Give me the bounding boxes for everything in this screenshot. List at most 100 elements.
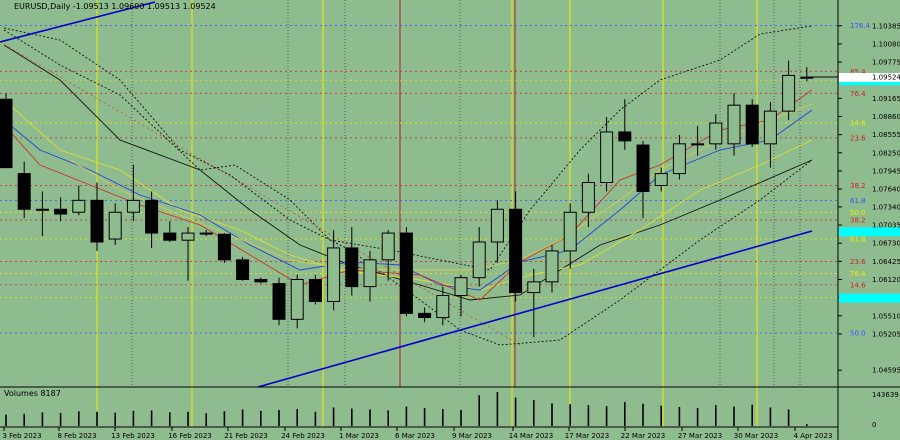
price-tick-label: 1.08250 <box>872 149 900 157</box>
trendlines <box>0 1 813 388</box>
fib-level-label: 38.2 <box>850 182 866 190</box>
bull-candle <box>709 122 723 145</box>
bear-candle <box>636 144 650 192</box>
time-tick-label: 1 Mar 2023 <box>339 432 379 440</box>
time-tick-label: 3 Feb 2023 <box>2 432 41 440</box>
bear-candle <box>618 131 632 142</box>
price-tick-label: 1.08555 <box>872 131 900 139</box>
bull-candle <box>691 143 705 146</box>
volume-bars: 143639 0 <box>5 391 899 429</box>
bull-candle <box>727 104 741 145</box>
bull-candle <box>782 74 796 112</box>
price-tick-label: 1.07035 <box>872 222 900 230</box>
bear-candle <box>509 208 523 294</box>
lower-band-line <box>3 27 813 346</box>
upper-trendline <box>0 1 156 43</box>
ma-light-yellow-line <box>69 103 813 271</box>
price-tick-label: 1.04595 <box>872 367 900 375</box>
chart-title: EURUSD,Daily -1.09513 1.09690 1.09513 1.… <box>14 2 216 11</box>
bear-candle <box>217 233 231 261</box>
price-tick-label: 1.09775 <box>872 59 900 67</box>
volume-label: Volumes 8187 <box>4 389 61 398</box>
price-tick-label: 1.07340 <box>872 203 900 211</box>
time-tick-label: 21 Feb 2023 <box>224 432 268 440</box>
price-tick-label: 1.06425 <box>872 258 900 266</box>
time-tick-label: 14 Mar 2023 <box>509 432 553 440</box>
bear-candle <box>272 283 286 320</box>
price-axis-ticks: 1.10385 1.10080 1.09775 1.09165 1.08860 1.085… <box>806 22 900 375</box>
indicator-lines <box>3 25 813 346</box>
fib-level-label: 23.6 <box>850 258 866 266</box>
price-tick-label: 1.10385 <box>872 22 900 30</box>
current-price-box <box>839 72 900 82</box>
bull-candle <box>126 199 140 213</box>
bear-candle <box>345 247 359 288</box>
fib-level-label: 76.4 <box>850 270 866 278</box>
bear-candle <box>254 278 268 283</box>
bull-candle <box>327 247 341 302</box>
bull-candle <box>436 295 450 319</box>
bull-candle <box>181 232 195 241</box>
bull-candle <box>35 208 49 211</box>
support-trendline <box>257 230 813 388</box>
candlestick-series <box>0 60 814 338</box>
current-price-label: 1.09524 <box>872 73 900 81</box>
price-tick-label: 1.06730 <box>872 240 900 248</box>
ma-yellow-line <box>3 99 813 291</box>
bear-candle <box>418 312 432 319</box>
price-highlight-box <box>839 293 900 303</box>
time-tick-label: 16 Feb 2023 <box>168 432 212 440</box>
fib-level-label: 14.6 <box>850 281 866 289</box>
time-tick-label: 8 Feb 2023 <box>57 432 96 440</box>
ma-black-line <box>3 44 813 301</box>
upper-band-line <box>3 25 813 271</box>
bull-candle <box>763 110 777 145</box>
bear-candle <box>745 104 759 145</box>
fib-level-label: 50.0 <box>850 209 866 217</box>
time-tick-label: 13 Feb 2023 <box>111 432 155 440</box>
fib-level-label: 50.0 <box>850 330 866 338</box>
bear-candle <box>0 98 13 169</box>
bear-candle <box>90 199 104 243</box>
bull-candle <box>527 281 541 294</box>
price-tick-label: 1.06120 <box>872 276 900 284</box>
fib-level-label: 85.4 <box>850 68 866 76</box>
price-tick-label: 1.08860 <box>872 113 900 121</box>
bear-candle <box>236 259 250 280</box>
fib-level-label: 61.8 <box>850 197 866 205</box>
bull-candle <box>654 173 668 186</box>
bull-candle <box>563 211 577 252</box>
price-tick-label: 1.10080 <box>872 40 900 48</box>
time-tick-label: 4 Apr 2023 <box>794 432 833 440</box>
time-tick-label: 6 Mar 2023 <box>395 432 435 440</box>
time-tick-label: 17 Mar 2023 <box>565 432 609 440</box>
bear-candle <box>308 278 322 302</box>
bear-candle <box>145 199 159 234</box>
fib-level-label: 176.4 <box>850 22 871 30</box>
time-tick-label: 27 Mar 2023 <box>678 432 722 440</box>
bull-candle <box>672 143 686 175</box>
price-tick-label: 1.09165 <box>872 95 900 103</box>
fib-level-label: 14.6 <box>850 120 866 128</box>
volume-zero-label: 0 <box>872 421 876 429</box>
bull-candle <box>600 131 614 184</box>
fan-line-red <box>0 41 521 346</box>
bull-candle <box>454 277 468 297</box>
price-highlight-box <box>839 227 900 237</box>
bull-candle <box>545 250 559 283</box>
time-tick-label: 24 Feb 2023 <box>281 432 325 440</box>
price-tick-label: 1.05205 <box>872 330 900 338</box>
time-tick-label: 22 Mar 2023 <box>621 432 665 440</box>
time-tick-label: 30 Mar 2023 <box>734 432 778 440</box>
bull-candle <box>199 232 213 235</box>
bull-candle <box>490 208 504 243</box>
bull-candle <box>581 182 595 213</box>
bull-candle <box>72 199 86 213</box>
price-tick-label: 1.07945 <box>872 167 900 175</box>
price-tick-label: 1.07640 <box>872 186 900 194</box>
fib-level-label: 76.4 <box>850 90 866 98</box>
bull-candle <box>290 278 304 320</box>
fib-level-label: 61.8 <box>850 236 866 244</box>
bull-candle <box>472 241 486 279</box>
